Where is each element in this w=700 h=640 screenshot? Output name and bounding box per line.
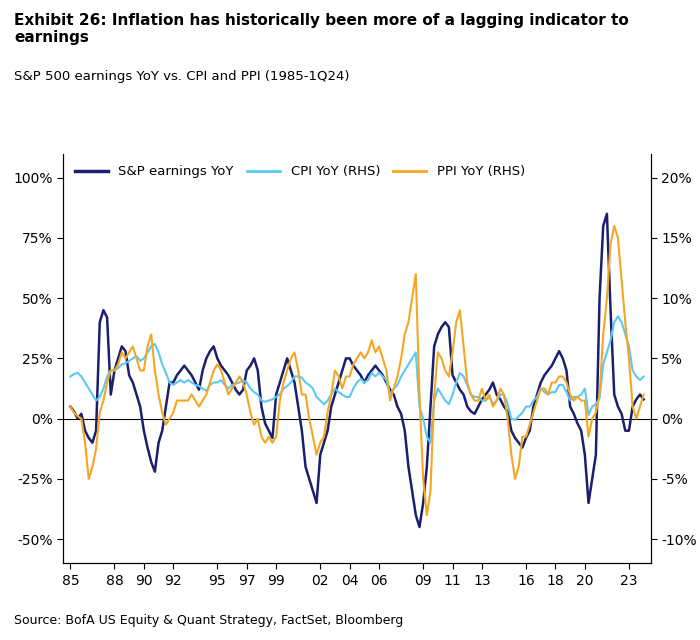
Text: S&P 500 earnings YoY vs. CPI and PPI (1985-1Q24): S&P 500 earnings YoY vs. CPI and PPI (19… [14, 70, 349, 83]
Legend: S&P earnings YoY, CPI YoY (RHS), PPI YoY (RHS): S&P earnings YoY, CPI YoY (RHS), PPI YoY… [69, 160, 531, 184]
Text: Exhibit 26: Inflation has historically been more of a lagging indicator to
earni: Exhibit 26: Inflation has historically b… [14, 13, 629, 45]
Text: Source: BofA US Equity & Quant Strategy, FactSet, Bloomberg: Source: BofA US Equity & Quant Strategy,… [14, 614, 403, 627]
